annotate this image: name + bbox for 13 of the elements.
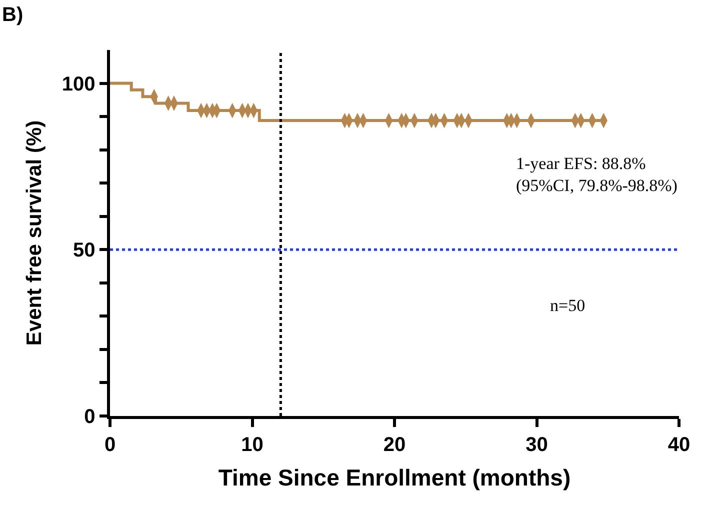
y-tick-label: 50 (73, 240, 96, 262)
x-tick-label: 10 (241, 434, 264, 456)
x-tick-label: 20 (383, 434, 406, 456)
x-axis-title: Time Since Enrollment (months) (218, 464, 571, 490)
x-tick-label: 0 (104, 434, 116, 456)
x-tick-label: 30 (526, 434, 548, 456)
y-tick-label: 100 (62, 73, 96, 96)
x-tick-label: 40 (668, 434, 690, 456)
y-tick-label: 0 (84, 406, 96, 428)
chart-title: B) (2, 4, 24, 26)
annotation: n=50 (550, 296, 586, 315)
annotation: 1-year EFS: 88.8% (95%CI, 79.8%-98.8%) (516, 154, 678, 196)
y-axis-title: Event free survival (%) (23, 120, 46, 346)
